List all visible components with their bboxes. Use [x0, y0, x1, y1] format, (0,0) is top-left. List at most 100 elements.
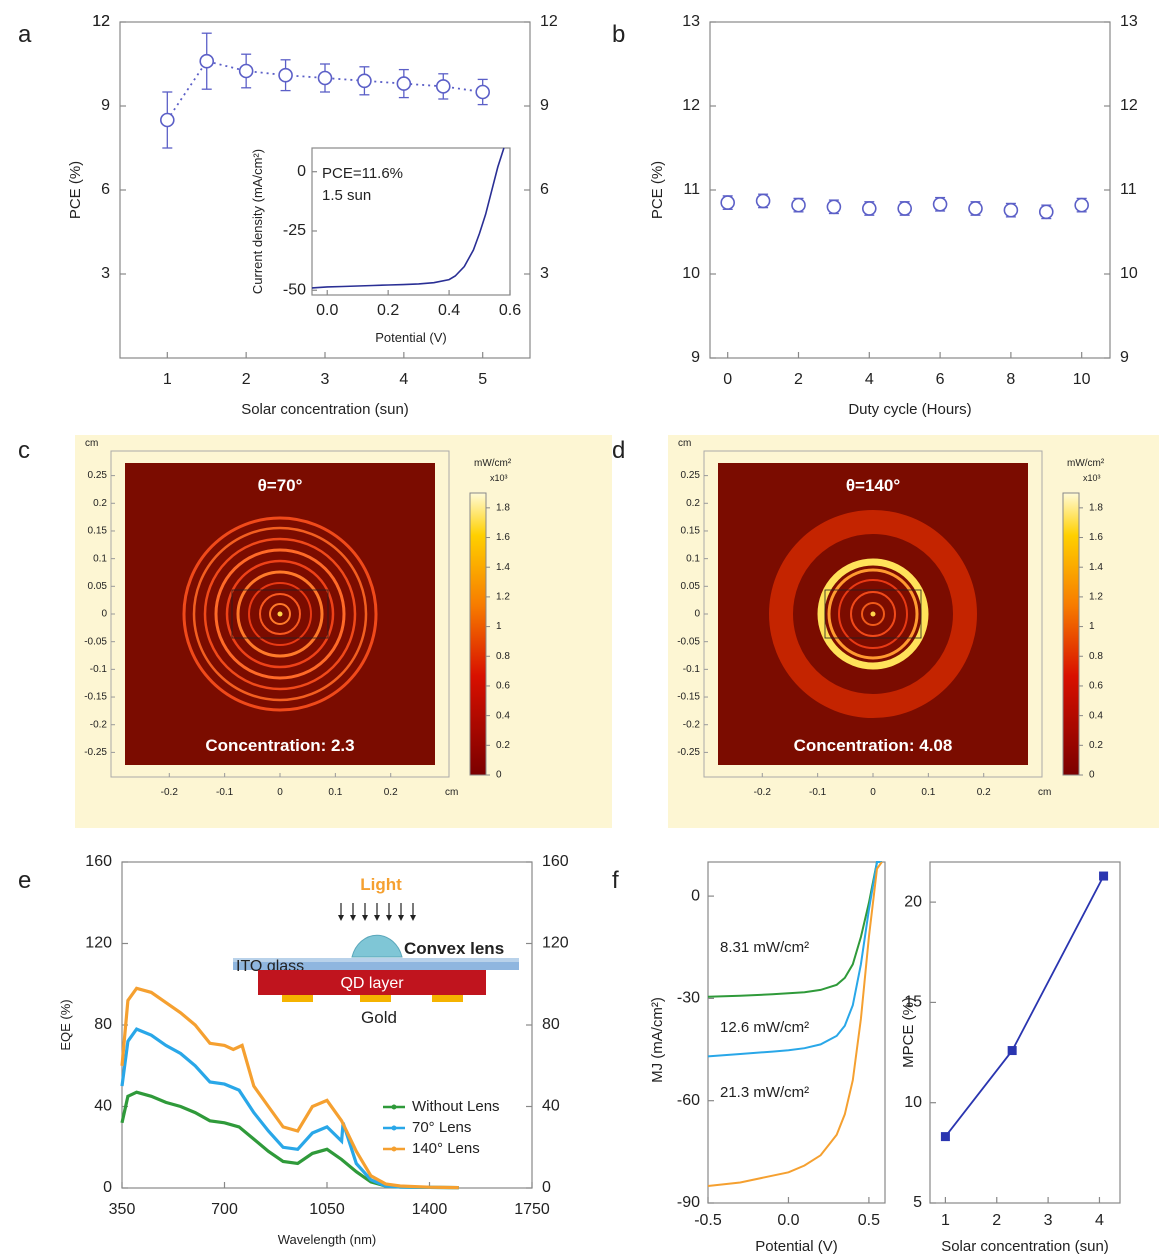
intensity-ring — [248, 582, 312, 646]
x-tick-label: 1750 — [514, 1201, 550, 1218]
legend-marker — [391, 1104, 397, 1110]
pce-point — [238, 63, 254, 79]
x-tick-label: 350 — [109, 1201, 136, 1218]
series-line — [120, 1027, 459, 1190]
light-label: Light — [360, 875, 402, 894]
light-arrow-head — [338, 915, 344, 921]
panel-letter-d: d — [612, 437, 625, 464]
y-tick-label: -30 — [677, 990, 700, 1007]
colorbar-tick-label: 1.4 — [1089, 562, 1103, 573]
jv-curve — [707, 861, 882, 998]
y-tick-label: -0.2 — [90, 719, 108, 730]
y-right-tick-label: 9 — [540, 97, 549, 114]
y-tick-label: -0.1 — [90, 664, 108, 675]
panel-e: 350 700 1050 1400 1750 0 40 80 120 160 0 40 80 120 160… — [58, 853, 569, 1247]
light-arrow-head — [350, 915, 356, 921]
y-right-tick-label: 13 — [1120, 13, 1138, 30]
x-tick-label: -0.1 — [216, 787, 234, 798]
legend-label: 70° Lens — [412, 1119, 471, 1136]
y-tick-label: 20 — [904, 893, 922, 910]
x-tick-label: 1 — [163, 371, 172, 388]
y-axis-label: PCE (%) — [649, 161, 666, 219]
jv-curve — [707, 861, 883, 1187]
cell-outline — [824, 589, 922, 639]
x-tick-label: 4 — [399, 371, 408, 388]
y-tick-label: 6 — [101, 181, 110, 198]
x-axis-label: Solar concentration (sun) — [241, 401, 409, 418]
colorbar-tick-label: 0.8 — [496, 651, 510, 662]
colorbar-tick-label: 1.4 — [496, 562, 510, 573]
colorbar-exponent: x10³ — [1083, 473, 1101, 483]
y-tick-label: 0.15 — [88, 526, 108, 537]
inset-y-axis-label: Current density (mA/cm²) — [250, 149, 265, 294]
y-tick-label: 5 — [913, 1194, 922, 1211]
pce-point — [160, 112, 175, 128]
inset-y-tick-label: -25 — [283, 222, 306, 239]
y-tick-label: 15 — [904, 994, 922, 1011]
y-unit-label: cm — [678, 438, 691, 449]
inset-x-tick-label: 0.2 — [377, 302, 399, 319]
x-tick-label: 0.2 — [384, 787, 398, 798]
series-line — [120, 1090, 459, 1190]
y-tick-label: 0.2 — [93, 498, 107, 509]
light-arrow-head — [398, 915, 404, 921]
heatmap-title: θ=140° — [846, 476, 900, 495]
x-axis-label: Potential (V) — [755, 1238, 838, 1255]
convex-lens — [351, 934, 403, 958]
jv-curve-label: 8.31 mW/cm² — [720, 939, 809, 956]
gold-contact — [432, 995, 463, 1002]
ito-glass-highlight — [233, 958, 519, 962]
intensity-ring — [192, 526, 368, 702]
y-tick-label: 0.25 — [88, 470, 108, 481]
inset-annotation-sun: 1.5 sun — [322, 187, 371, 204]
pce-point — [278, 67, 293, 83]
x-tick-label: 2 — [242, 371, 251, 388]
gold-label: Gold — [361, 1008, 397, 1027]
panel-f-jv-frame — [707, 861, 886, 1204]
y-tick-label: 0.1 — [686, 553, 700, 564]
x-tick-label: 6 — [936, 371, 945, 388]
heatmap-title: θ=70° — [258, 476, 303, 495]
series-line — [120, 986, 459, 1190]
colorbar-tick-label: 1.2 — [1089, 592, 1103, 603]
x-tick-label: -0.1 — [809, 787, 827, 798]
y-tick-label: 0.2 — [686, 498, 700, 509]
y-tick-label: 40 — [94, 1098, 112, 1115]
panel-f-jv: -0.5 0.0 0.5 0 -30 -60 -90 Potential (V) MJ (mA/… — [649, 861, 886, 1255]
legend-label: 140° Lens — [412, 1140, 480, 1157]
y-tick-label: 0 — [103, 1179, 112, 1196]
x-tick-label: 0.1 — [921, 787, 935, 798]
y-tick-label: 11 — [683, 181, 700, 198]
colorbar-tick-label: 1.2 — [496, 592, 510, 603]
y-tick-label: 0 — [694, 609, 700, 620]
x-tick-label: 700 — [211, 1201, 238, 1218]
colorbar-tick-label: 1.8 — [1089, 502, 1103, 513]
panel-f-mpce-frame — [929, 861, 1121, 1204]
y-tick-label: -60 — [677, 1092, 700, 1109]
pce-point — [932, 196, 948, 212]
inset-x-tick-label: 0.4 — [438, 302, 460, 319]
light-arrow-head — [410, 915, 416, 921]
intensity-ring — [225, 559, 335, 669]
pce-point — [1038, 204, 1054, 220]
pce-point — [791, 197, 806, 213]
y-tick-label: 80 — [94, 1016, 112, 1033]
x-tick-label: -0.2 — [754, 787, 772, 798]
x-tick-label: 3 — [1044, 1212, 1053, 1229]
colorbar-tick-label: 1.6 — [496, 532, 510, 543]
x-tick-label: 2 — [794, 371, 803, 388]
inset-y-tick-label: 0 — [297, 163, 306, 180]
panel-d: -0.2 -0.1 0 0.1 0.2 0.25 0.2 0.15 0.1 0.05 0 -0.05 -… — [668, 435, 1159, 828]
pce-point — [1074, 197, 1089, 213]
y-tick-label: 120 — [85, 935, 112, 952]
y-tick-label: 9 — [101, 97, 110, 114]
y-unit-label: cm — [85, 438, 98, 449]
y-tick-label: 3 — [101, 265, 110, 282]
y-tick-label: 0.25 — [681, 470, 701, 481]
x-tick-label: 8 — [1006, 371, 1015, 388]
y-tick-label: -90 — [677, 1194, 700, 1211]
jv-curve-label: 21.3 mW/cm² — [720, 1084, 809, 1101]
y-tick-label: 10 — [682, 265, 700, 282]
pce-point — [826, 199, 842, 215]
inset-x-axis-label: Potential (V) — [375, 330, 447, 345]
